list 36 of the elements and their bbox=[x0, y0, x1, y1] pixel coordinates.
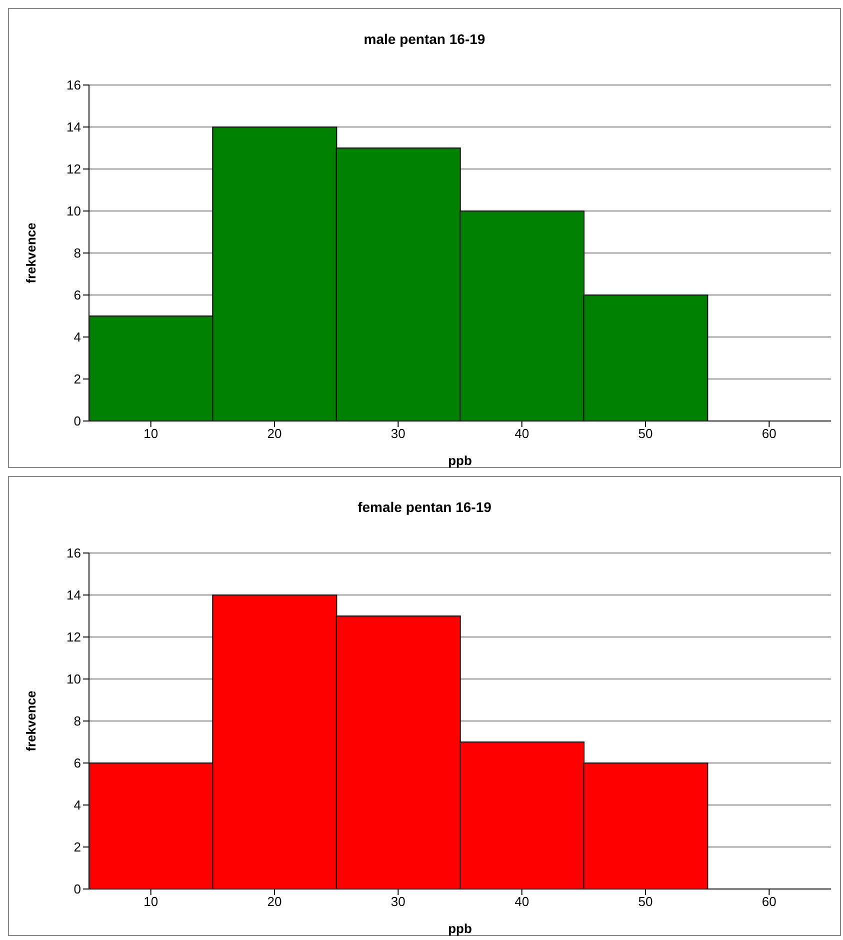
y-tick-label: 16 bbox=[66, 78, 81, 93]
y-tick-label: 2 bbox=[74, 840, 81, 855]
y-tick-label: 10 bbox=[66, 672, 81, 687]
y-tick-label: 14 bbox=[66, 588, 81, 603]
chart-title: male pentan 16-19 bbox=[362, 30, 486, 49]
y-tick-label: 4 bbox=[74, 798, 81, 813]
y-tick-label: 6 bbox=[74, 756, 81, 771]
x-tick-label: 40 bbox=[514, 894, 530, 910]
x-tick-label: 10 bbox=[144, 426, 158, 442]
y-axis-title: frekvence bbox=[24, 222, 39, 284]
x-tick-label: 30 bbox=[390, 426, 406, 442]
y-tick-label: 0 bbox=[74, 414, 81, 429]
x-tick-label: 40 bbox=[514, 426, 530, 442]
y-tick-label: 8 bbox=[74, 714, 81, 729]
y-tick-label: 4 bbox=[74, 330, 81, 345]
chart-title: female pentan 16-19 bbox=[356, 498, 492, 517]
x-tick-label: 10 bbox=[144, 894, 158, 910]
x-tick-label: 30 bbox=[390, 894, 406, 910]
y-tick-label: 12 bbox=[66, 162, 81, 177]
y-tick-label: 12 bbox=[66, 630, 81, 645]
y-tick-label: 6 bbox=[74, 288, 81, 303]
x-axis-title: ppb bbox=[448, 453, 472, 468]
y-tick-label: 14 bbox=[66, 120, 81, 135]
y-tick-label: 8 bbox=[74, 246, 81, 261]
x-tick-label: 60 bbox=[762, 894, 776, 910]
x-tick-label: 20 bbox=[267, 894, 282, 910]
x-tick-label: 50 bbox=[638, 426, 653, 442]
x-axis-title: ppb bbox=[448, 921, 472, 936]
x-tick-label: 20 bbox=[267, 426, 282, 442]
y-tick-label: 10 bbox=[66, 204, 81, 219]
x-tick-label: 50 bbox=[638, 894, 653, 910]
y-axis-title: frekvence bbox=[24, 690, 39, 752]
y-tick-label: 16 bbox=[66, 546, 81, 561]
y-tick-label: 0 bbox=[74, 882, 81, 897]
y-tick-label: 2 bbox=[74, 372, 81, 387]
x-tick-label: 60 bbox=[762, 426, 776, 442]
